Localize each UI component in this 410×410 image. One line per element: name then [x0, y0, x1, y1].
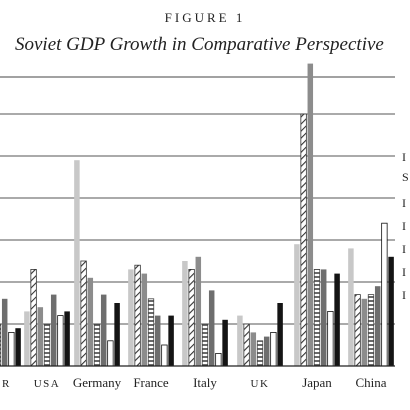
bar-italy-black	[222, 319, 228, 366]
bar-italy-horizontal-hatch	[201, 323, 209, 367]
bar-france-light-gray	[128, 269, 134, 366]
bar-usa-white-outline	[57, 315, 64, 367]
figure-label: FIGURE 1	[164, 10, 246, 25]
bar-china-dark-gray	[361, 298, 368, 366]
x-tick-label: Japan	[302, 375, 332, 390]
x-tick-label: R	[2, 378, 11, 390]
bar-china-light-gray	[348, 248, 354, 366]
bar-germany-horizontal-hatch	[93, 323, 101, 367]
bar-uk-medium-gray	[263, 336, 270, 366]
bar-r-medium-gray	[1, 298, 8, 366]
bar-china-horizontal-hatch	[367, 294, 375, 367]
bar-usa-horizontal-hatch	[43, 323, 51, 367]
bar-usa-diagonal-hatch	[30, 268, 37, 367]
bar-japan-medium-gray	[320, 269, 327, 366]
bar-uk-white-outline	[270, 331, 277, 367]
bar-germany-black	[114, 303, 120, 366]
figure-title: Soviet GDP Growth in Comparative Perspec…	[15, 34, 384, 55]
x-tick-label: Germany	[73, 375, 122, 390]
bar-germany-dark-gray	[87, 277, 94, 366]
bar-italy-light-gray	[182, 261, 188, 366]
bar-uk-diagonal-hatch	[243, 323, 250, 367]
bar-japan-black	[334, 273, 340, 366]
x-axis-labels: R USA Germany France Italy UK Japan China	[2, 375, 387, 390]
legend-entry-fragment: I	[402, 219, 406, 233]
legend-entry-fragment: I	[402, 288, 406, 302]
legend-entry-fragment: I	[402, 265, 406, 279]
bar-france-dark-gray	[141, 273, 148, 366]
legend-entry-fragment: I	[402, 242, 406, 256]
bar-italy-white-outline	[215, 352, 222, 367]
bar-france-horizontal-hatch	[147, 298, 155, 367]
bar-r-horizontal-hatch	[0, 323, 2, 367]
x-tick-label: China	[355, 375, 386, 390]
bar-uk-black	[277, 303, 283, 366]
bar-france-white-outline	[161, 344, 168, 367]
bar-germany-white-outline	[107, 340, 114, 367]
bar-r-black	[15, 328, 21, 366]
bar-japan-light-gray	[294, 244, 300, 366]
bar-france-black	[168, 315, 174, 366]
x-tick-label: USA	[34, 378, 61, 390]
bars	[0, 63, 394, 367]
bar-usa-dark-gray	[37, 307, 44, 366]
bar-japan-horizontal-hatch	[313, 268, 321, 367]
bar-japan-diagonal-hatch	[300, 113, 307, 367]
bar-italy-diagonal-hatch	[188, 268, 195, 367]
legend-entry-fragment: I	[402, 150, 406, 164]
bar-r-white-outline	[8, 331, 15, 367]
legend-entry-fragment: S	[402, 170, 409, 184]
bar-uk-horizontal-hatch	[256, 340, 264, 367]
bar-france-diagonal-hatch	[134, 264, 141, 367]
legend-entry-fragment: I	[402, 196, 406, 210]
bar-china-diagonal-hatch	[354, 294, 361, 367]
bar-france-medium-gray	[154, 315, 161, 366]
bar-japan-dark-gray	[307, 63, 314, 366]
bar-uk-dark-gray	[250, 332, 257, 366]
bar-china-black	[388, 256, 394, 366]
bar-usa-black	[64, 311, 70, 366]
bar-italy-dark-gray	[195, 256, 202, 366]
bar-germany-light-gray	[74, 160, 80, 366]
x-tick-label: Italy	[193, 375, 217, 390]
x-tick-label: UK	[251, 378, 270, 390]
bar-uk-light-gray	[237, 315, 243, 366]
bar-usa-medium-gray	[50, 294, 57, 366]
bar-italy-medium-gray	[208, 290, 215, 366]
x-tick-label: France	[133, 375, 169, 390]
bar-china-medium-gray	[374, 286, 381, 366]
bar-china-white-outline	[381, 222, 388, 367]
bar-germany-medium-gray	[100, 294, 107, 366]
bar-japan-white-outline	[327, 310, 334, 367]
bar-germany-diagonal-hatch	[80, 260, 87, 367]
bar-usa-light-gray	[24, 311, 30, 366]
